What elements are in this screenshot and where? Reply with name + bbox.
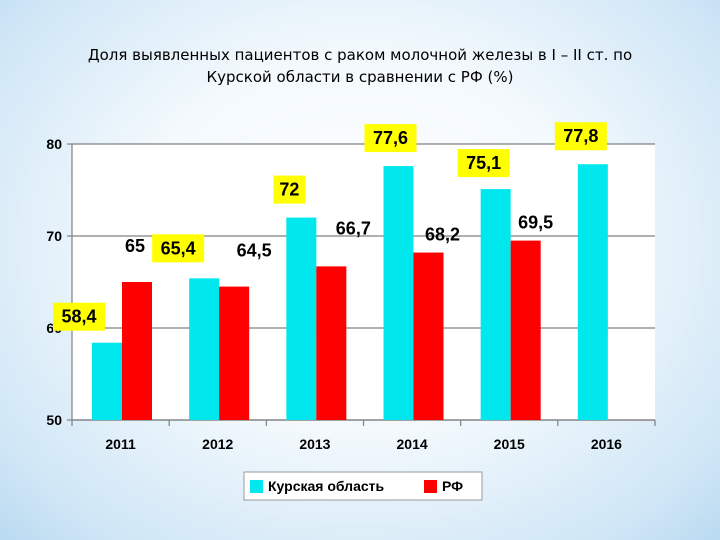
- x-tick-label: 2012: [202, 436, 233, 452]
- data-label-rf-2012: 64,5: [237, 241, 272, 261]
- y-tick-label: 70: [46, 228, 62, 244]
- bar-rf-2011: [122, 282, 152, 420]
- x-tick-label: 2015: [494, 436, 525, 452]
- chart-title-line-2: Курской области в сравнении с РФ (%): [206, 68, 514, 86]
- legend-swatch-rf: [424, 480, 437, 493]
- bar-rf-2012: [219, 286, 250, 420]
- bar-kursk-2012: [189, 278, 220, 420]
- legend-swatch-kursk: [250, 480, 263, 493]
- data-label-rf-2015: 69,5: [518, 213, 553, 233]
- data-label-box-kursk-2015: [457, 149, 510, 178]
- data-label-kursk-2013: 72: [279, 180, 299, 200]
- x-tick-label: 2011: [105, 436, 136, 452]
- data-label-rf-2013: 66,7: [336, 218, 371, 238]
- data-label-box-kursk-2016: [554, 122, 607, 151]
- data-label-box-kursk-2014: [364, 124, 417, 153]
- data-label-box-kursk-2013: [273, 175, 306, 204]
- y-tick-label: 80: [46, 136, 62, 152]
- data-label-box-kursk-2012: [152, 234, 205, 263]
- data-label-rf-2014: 68,2: [425, 225, 460, 245]
- bar-rf-2013: [316, 266, 347, 420]
- y-tick-label: 50: [46, 412, 62, 428]
- chart-title-line-1: Доля выявленных пациентов с раком молочн…: [87, 46, 633, 64]
- data-label-kursk-2015: 75,1: [466, 153, 501, 173]
- x-tick-label: 2014: [397, 436, 428, 452]
- x-tick-label: 2013: [299, 436, 330, 452]
- x-tick-label: 2016: [591, 436, 622, 452]
- data-label-kursk-2011: 58,4: [61, 307, 96, 327]
- bar-kursk-2011: [92, 342, 122, 420]
- legend-label-kursk: Курская область: [268, 478, 385, 494]
- bar-kursk-2014: [383, 166, 414, 420]
- legend-label-rf: РФ: [442, 478, 463, 494]
- data-label-rf-2011: 65: [125, 236, 145, 256]
- bar-rf-2014: [413, 252, 444, 420]
- chart-title: Доля выявленных пациентов с раком молочн…: [30, 44, 690, 88]
- legend-box: [243, 471, 483, 501]
- data-label-kursk-2014: 77,6: [373, 128, 408, 148]
- data-label-box-kursk-2011: [53, 302, 105, 331]
- data-label-kursk-2012: 65,4: [161, 238, 196, 258]
- bar-rf-2015: [510, 240, 541, 420]
- plot-area: [72, 144, 655, 420]
- bar-kursk-2016: [577, 164, 608, 420]
- data-label-kursk-2016: 77,8: [563, 126, 598, 146]
- bar-kursk-2015: [480, 189, 511, 420]
- bar-kursk-2013: [286, 217, 317, 420]
